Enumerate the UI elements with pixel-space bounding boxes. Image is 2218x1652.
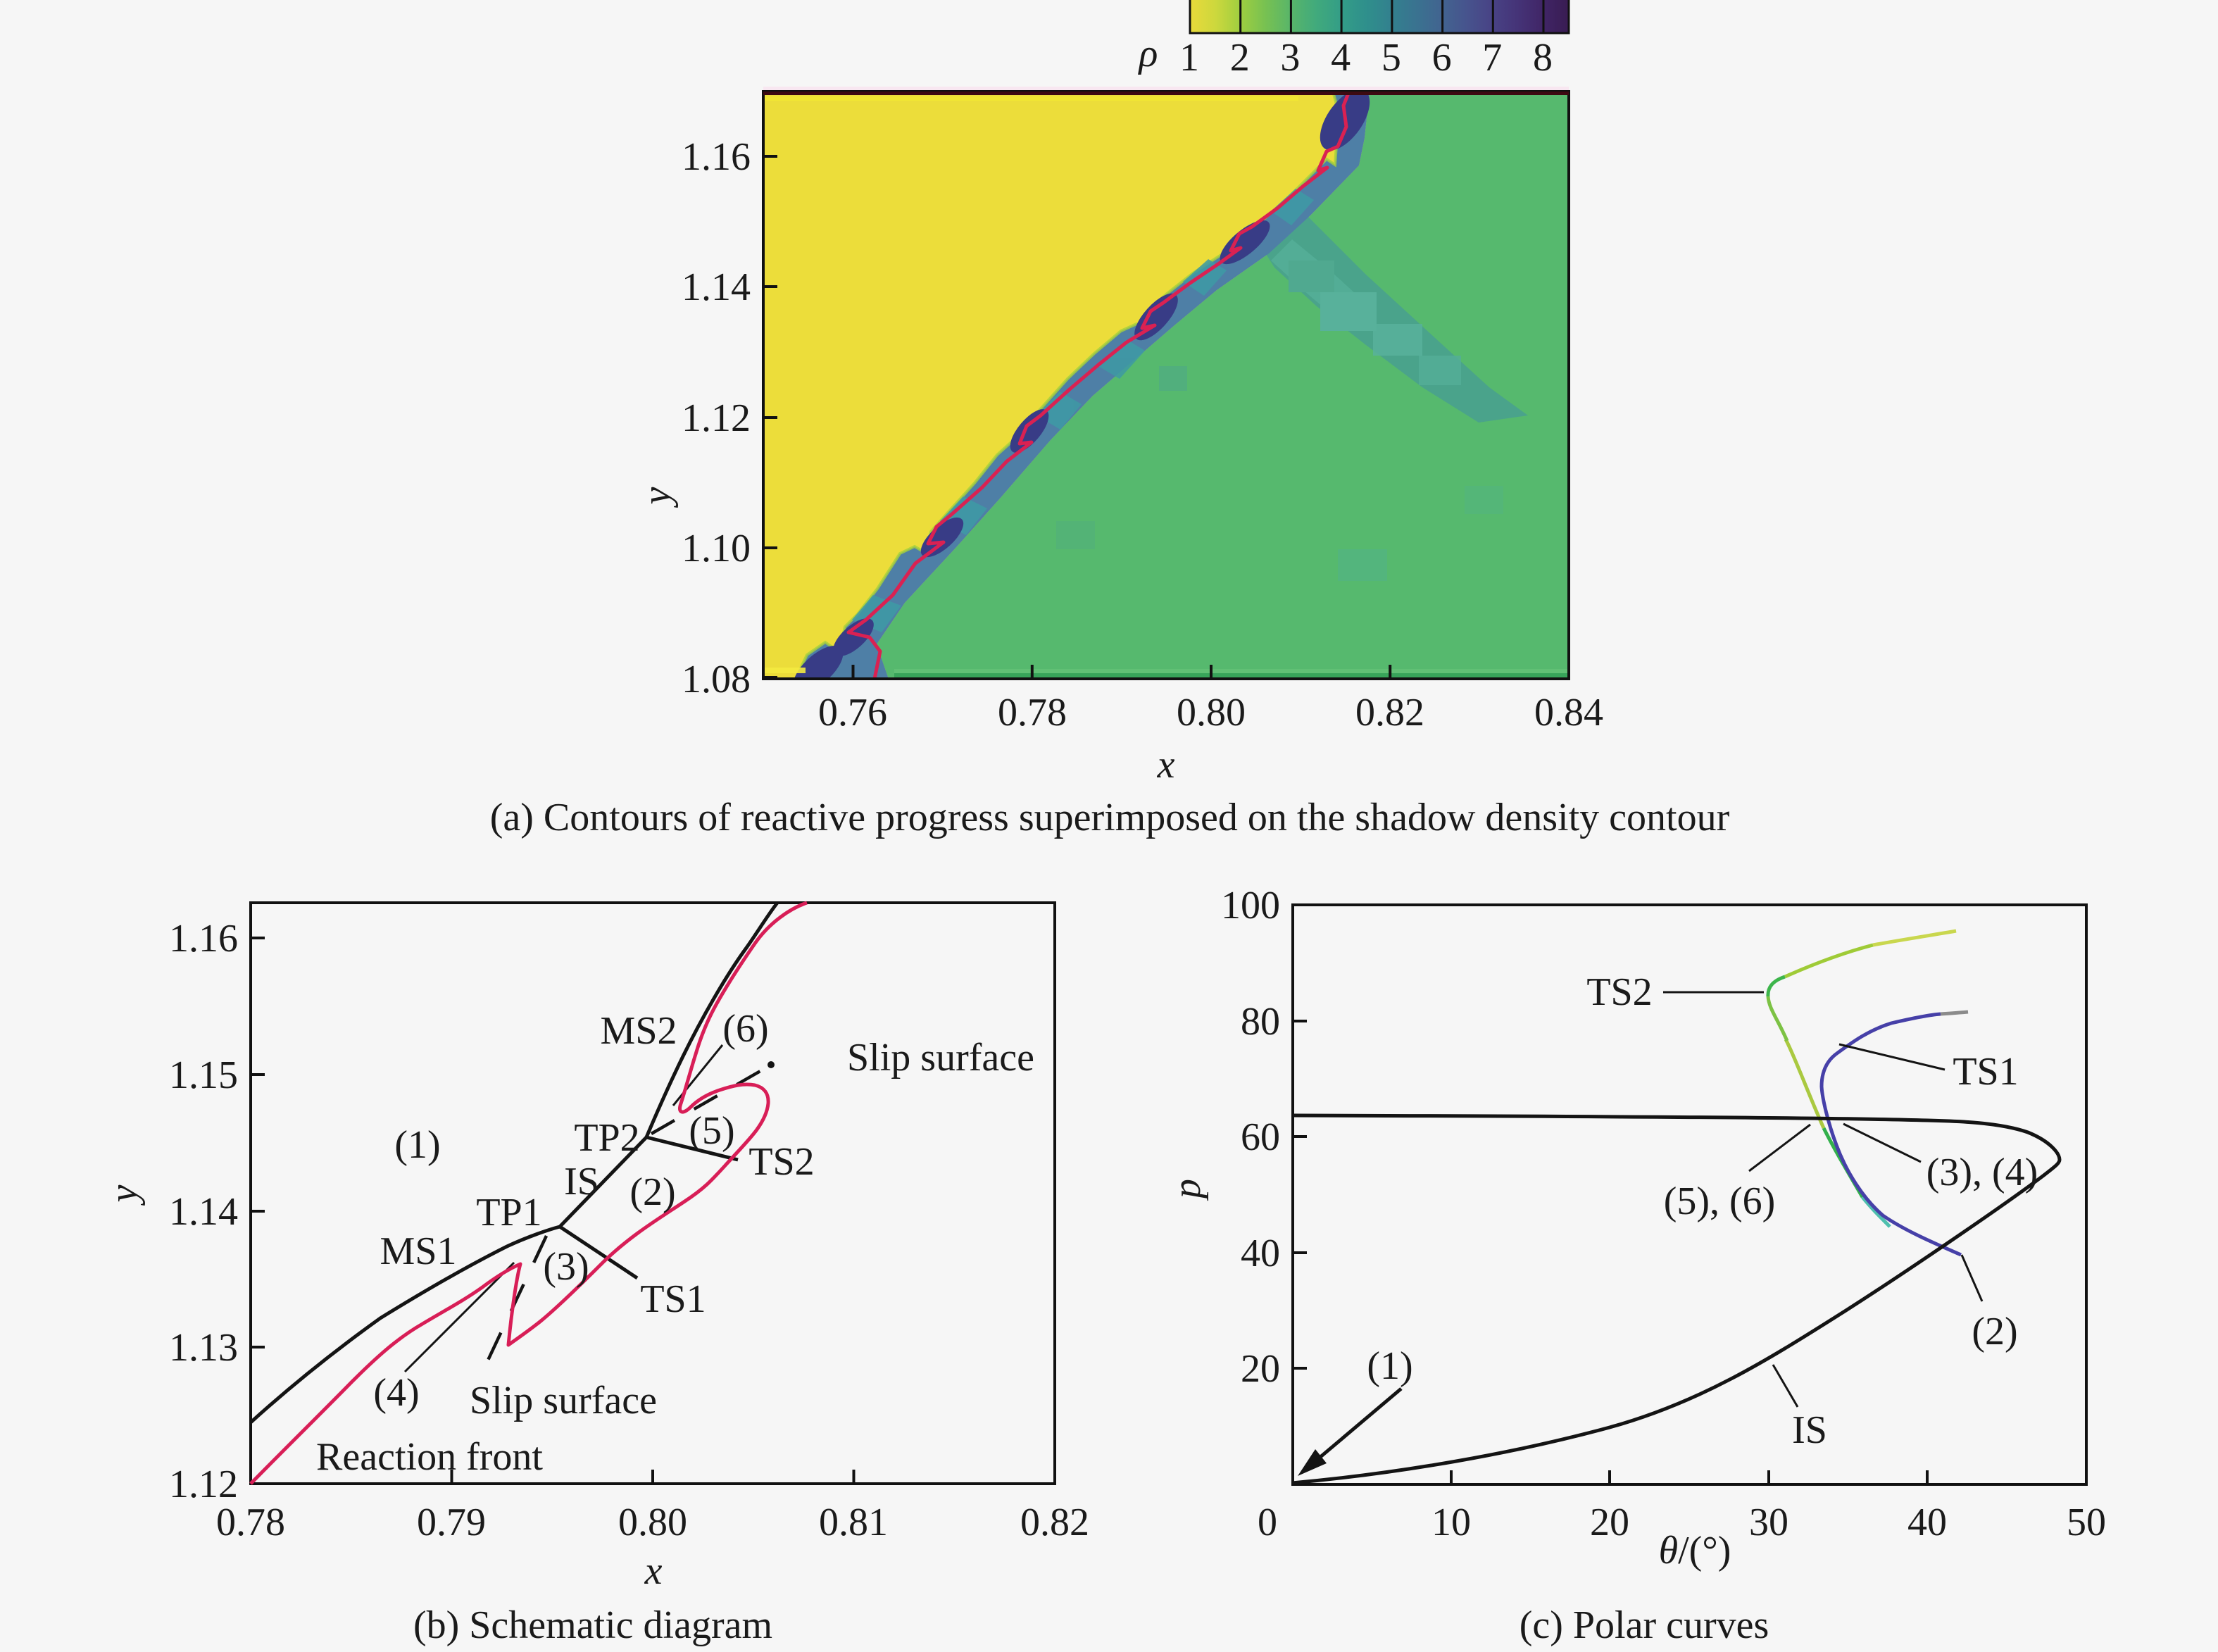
svg-text:(4): (4) — [373, 1371, 419, 1415]
svg-text:0.82: 0.82 — [1355, 691, 1424, 734]
svg-text:IS: IS — [564, 1160, 599, 1203]
svg-text:10: 10 — [1431, 1501, 1471, 1544]
svg-text:TS2: TS2 — [1586, 970, 1652, 1014]
svg-text:6: 6 — [1432, 36, 1452, 80]
svg-text:8: 8 — [1533, 36, 1553, 80]
svg-text:Slip surface: Slip surface — [847, 1036, 1034, 1080]
svg-text:3: 3 — [1280, 36, 1300, 80]
svg-text:1: 1 — [1179, 36, 1199, 80]
svg-text:TS1: TS1 — [1953, 1050, 2018, 1094]
svg-text:0.76: 0.76 — [818, 691, 887, 734]
svg-text:5: 5 — [1381, 36, 1401, 80]
svg-text:100: 100 — [1221, 884, 1280, 927]
svg-text:MS1: MS1 — [380, 1229, 457, 1273]
svg-text:(3): (3) — [543, 1245, 589, 1289]
svg-text:60: 60 — [1241, 1115, 1280, 1159]
svg-text:7: 7 — [1482, 36, 1502, 80]
svg-text:IS: IS — [1792, 1408, 1827, 1452]
svg-text:1.12: 1.12 — [682, 396, 751, 440]
svg-text:(5), (6): (5), (6) — [1664, 1179, 1776, 1223]
svg-text:0.80: 0.80 — [1177, 691, 1246, 734]
svg-text:TP2: TP2 — [574, 1116, 639, 1160]
svg-text:(1): (1) — [1367, 1344, 1412, 1388]
svg-text:(3), (4): (3), (4) — [1926, 1151, 2038, 1194]
svg-text:1.14: 1.14 — [169, 1190, 238, 1234]
svg-text:0.78: 0.78 — [216, 1501, 285, 1544]
svg-text:Slip surface: Slip surface — [470, 1379, 657, 1422]
svg-text:4: 4 — [1331, 36, 1351, 80]
svg-text:0.80: 0.80 — [618, 1501, 687, 1544]
svg-text:y: y — [102, 1184, 146, 1206]
svg-text:(5): (5) — [689, 1109, 734, 1153]
svg-text:20: 20 — [1241, 1347, 1280, 1391]
svg-text:1.16: 1.16 — [169, 917, 238, 960]
svg-text:2: 2 — [1230, 36, 1250, 80]
svg-text:0.79: 0.79 — [417, 1501, 486, 1544]
svg-text:(c) Polar curves: (c) Polar curves — [1520, 1603, 1769, 1647]
svg-text:80: 80 — [1241, 1000, 1280, 1044]
svg-text:0.84: 0.84 — [1534, 691, 1603, 734]
svg-text:MS2: MS2 — [601, 1009, 677, 1053]
svg-text:(2): (2) — [629, 1170, 675, 1214]
svg-text:0.81: 0.81 — [819, 1501, 888, 1544]
svg-text:1.16: 1.16 — [682, 135, 751, 179]
svg-text:TP1: TP1 — [476, 1191, 541, 1234]
svg-text:20: 20 — [1590, 1501, 1629, 1544]
svg-text:(6): (6) — [722, 1007, 768, 1051]
svg-text:p: p — [1165, 1179, 1209, 1201]
svg-text:1.14: 1.14 — [682, 265, 751, 309]
svg-text:(b) Schematic diagram: (b) Schematic diagram — [413, 1603, 772, 1647]
svg-text:y: y — [635, 487, 679, 508]
svg-text:50: 50 — [2067, 1501, 2106, 1544]
svg-text:1.08: 1.08 — [682, 658, 751, 701]
svg-text:(1): (1) — [394, 1123, 440, 1167]
svg-text:θ/(°): θ/(°) — [1659, 1529, 1731, 1572]
svg-text:Reaction front: Reaction front — [316, 1435, 543, 1479]
svg-text:(2): (2) — [1972, 1310, 2017, 1353]
svg-text:1.13: 1.13 — [169, 1326, 238, 1370]
svg-text:30: 30 — [1749, 1501, 1788, 1544]
svg-text:1.10: 1.10 — [682, 527, 751, 570]
svg-text:ρ: ρ — [1138, 32, 1158, 75]
svg-text:1.12: 1.12 — [169, 1463, 238, 1506]
svg-text:x: x — [1157, 743, 1175, 787]
svg-text:40: 40 — [1241, 1232, 1280, 1275]
svg-text:1.15: 1.15 — [169, 1053, 238, 1097]
svg-text:0.82: 0.82 — [1020, 1501, 1089, 1544]
svg-text:x: x — [644, 1549, 663, 1593]
svg-text:TS1: TS1 — [640, 1277, 706, 1321]
svg-text:0.78: 0.78 — [998, 691, 1067, 734]
svg-text:(a) Contours of reactive progr: (a) Contours of reactive progress superi… — [490, 796, 1730, 839]
svg-text:40: 40 — [1907, 1501, 1947, 1544]
svg-text:TS2: TS2 — [748, 1140, 814, 1184]
svg-text:0: 0 — [1258, 1501, 1277, 1544]
